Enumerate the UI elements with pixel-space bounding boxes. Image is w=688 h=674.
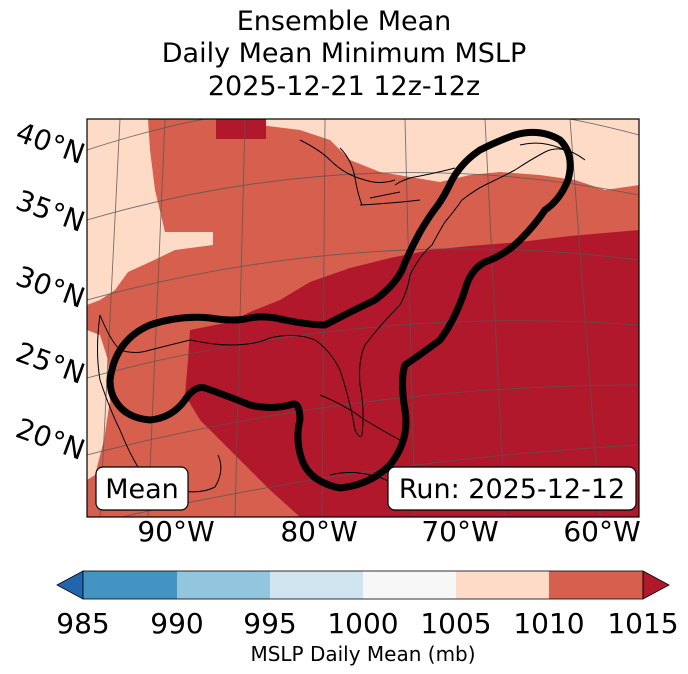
colorbar-frame [82,570,644,600]
colorbar-tick-990: 990 [150,607,203,640]
colorbar-tick-985: 985 [56,607,109,640]
title-line-1: Ensemble Mean [236,6,452,37]
title-line-3: 2025-12-21 12z-12z [207,71,481,102]
colorbar-segment-1000-1005 [363,571,456,599]
pressure-field-1005-northeast [230,119,639,190]
colorbar-label: MSLP Daily Mean (mb) [250,642,475,666]
colorbar-tick-1015: 1015 [607,607,678,640]
colorbar-segment-985-990 [83,571,177,599]
map-area [87,119,639,517]
colorbar: 985 990 995 1000 1005 1010 1015 MSLP Dai… [56,570,679,666]
pressure-field-1005-southwest [87,330,110,480]
run-label: Run: 2025-12-12 [399,474,625,505]
colorbar-tick-995: 995 [243,607,296,640]
mean-label-box [95,466,189,511]
colorbar-tick-1005: 1005 [420,607,491,640]
colorbar-tick-1000: 1000 [327,607,398,640]
colorbar-extend-high [642,570,670,600]
mslp-contour [106,128,574,492]
colorbar-extend-low [56,570,84,600]
lon-label-80w: 80°W [280,515,357,548]
lat-label-20: 20°N [12,412,90,467]
run-label-box [387,466,637,511]
colorbar-ticks: 985 990 995 1000 1005 1010 1015 [56,607,678,640]
mean-label: Mean [105,474,179,505]
longitude-labels: 90°W 80°W 70°W 60°W [137,515,640,548]
colorbar-segment-995-1000 [270,571,363,599]
lon-label-70w: 70°W [421,515,498,548]
pressure-field-1015-north [216,119,266,139]
lat-label-35: 35°N [12,184,90,239]
title-line-2: Daily Mean Minimum MSLP [161,38,527,69]
colorbar-segment-1005-1010 [456,571,549,599]
lat-label-30: 30°N [12,260,90,315]
lat-label-25: 25°N [12,336,90,391]
colorbar-tick-1010: 1010 [513,607,584,640]
pressure-field-1005-west [87,119,213,305]
lon-label-90w: 90°W [137,515,214,548]
colorbar-segment-990-995 [177,571,270,599]
map-frame [86,118,640,518]
lon-label-60w: 60°W [563,515,640,548]
lat-label-40: 40°N [12,116,90,171]
latitude-labels: 40°N 35°N 30°N 25°N 20°N [12,116,90,467]
colorbar-segment-1010-1015 [549,571,643,599]
